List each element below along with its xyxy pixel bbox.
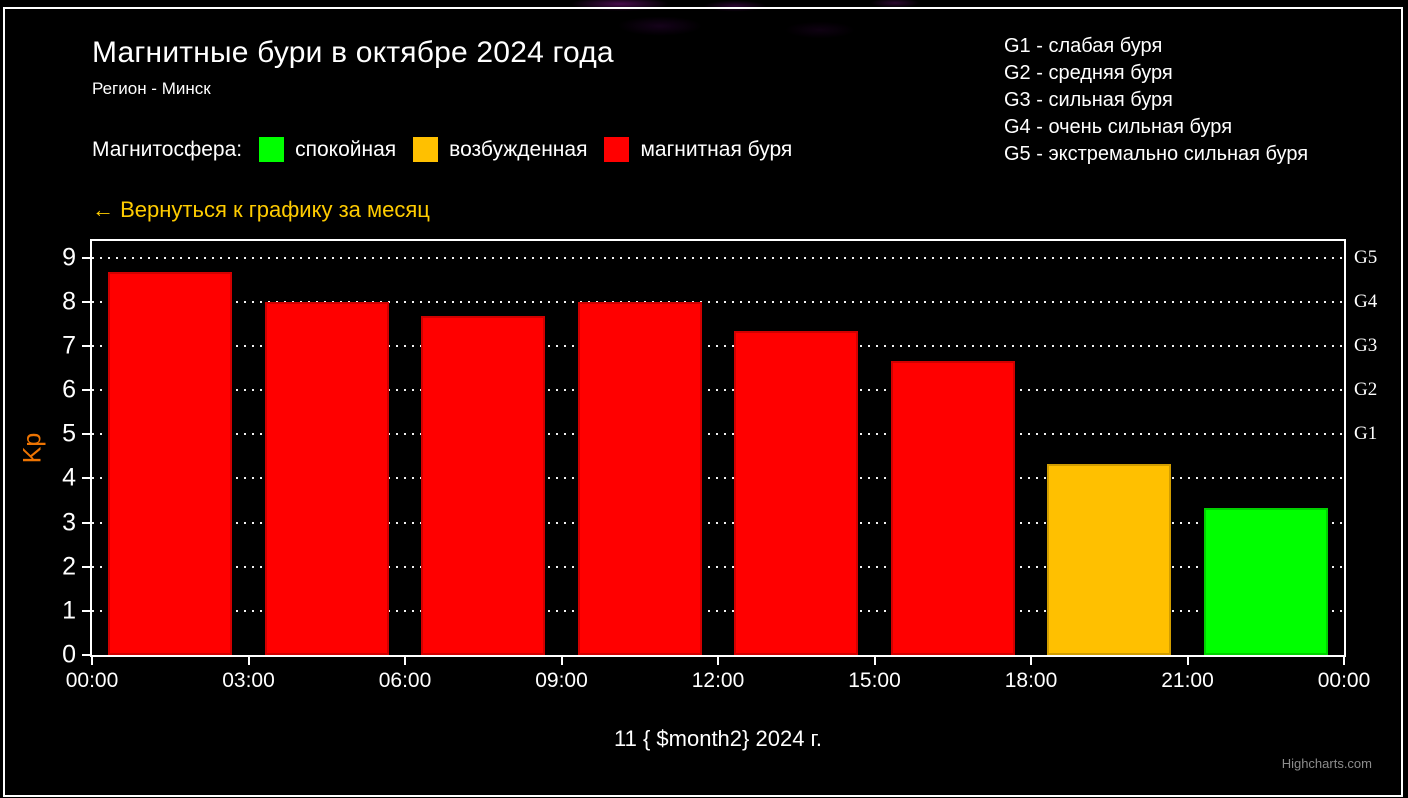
storm-scale-item: G1 - слабая буря (1004, 35, 1163, 57)
x-axis-label: 15:00 (848, 669, 901, 692)
y-axis-tick (82, 300, 90, 303)
y-axis-tick (82, 433, 90, 436)
highcharts-credits[interactable]: Highcharts.com (1281, 756, 1372, 771)
legend-item[interactable]: магнитная буря (604, 137, 792, 162)
x-axis-tick (404, 655, 406, 665)
back-to-month-link[interactable]: ← Вернуться к графику за месяц (92, 197, 430, 222)
right-axis-g-label: G2 (1354, 379, 1378, 401)
x-axis-label: 12:00 (691, 669, 745, 692)
kp-bar[interactable] (734, 331, 859, 655)
y-axis-tick (82, 477, 90, 480)
y-axis-tick (82, 565, 90, 568)
x-axis-tick (873, 655, 876, 665)
x-axis-tick (560, 655, 563, 665)
kp-bar[interactable] (421, 316, 546, 655)
y-axis-tick (82, 654, 90, 656)
x-axis-label: 03:00 (222, 669, 275, 692)
page-subtitle: Регион - Минск (92, 79, 211, 98)
right-axis-g-label: G4 (1354, 290, 1378, 312)
kp-bar[interactable] (1047, 463, 1172, 655)
legend-swatch-icon (413, 137, 439, 162)
x-axis-label: 00:00 (1317, 669, 1371, 692)
x-axis-tick (247, 655, 250, 665)
y-axis-label: 5 (62, 419, 76, 448)
x-axis-label: 21:00 (1161, 669, 1214, 692)
legend-item[interactable]: возбужденная (413, 137, 587, 162)
x-axis-label: 06:00 (378, 669, 432, 692)
x-axis-tick (717, 655, 719, 665)
kp-bar[interactable] (890, 360, 1015, 655)
x-axis-tick (1343, 655, 1345, 665)
y-axis-label: 8 (62, 287, 76, 316)
x-axis-tick (1186, 655, 1189, 665)
y-axis-label: 1 (62, 596, 76, 625)
y-axis-tick (82, 609, 90, 612)
y-axis-tick (82, 256, 90, 259)
storm-scale-item: G2 - средняя буря (1004, 62, 1173, 84)
storm-scale-list: G1 - слабая буря G2 - средняя буря G3 - си… (1004, 33, 1308, 168)
y-axis-tick (82, 389, 90, 392)
kp-bar[interactable] (1203, 508, 1328, 655)
y-axis-label: 6 (62, 375, 76, 404)
x-axis-label: 00:00 (65, 669, 119, 692)
legend-item-label: магнитная буря (640, 137, 793, 161)
x-axis-label: 09:00 (535, 669, 588, 692)
y-axis-tick (82, 345, 90, 348)
right-axis-g-label: G5 (1354, 246, 1378, 268)
page-title: Магнитные бури в октябре 2024 года (92, 36, 614, 69)
legend-item-label: спокойная (295, 137, 397, 161)
storm-scale-item: G5 - экстремально сильная буря (1004, 143, 1309, 165)
x-axis-title: 11 { $month2} 2024 г. (614, 726, 822, 751)
y-axis-title: Kp (18, 432, 47, 464)
storm-scale-item: G3 - сильная буря (1004, 89, 1173, 111)
y-axis-label: 3 (62, 508, 76, 537)
right-axis-g-label: G3 (1354, 335, 1378, 357)
legend-swatch-icon (259, 137, 285, 162)
legend-item[interactable]: спокойная (259, 137, 396, 162)
y-axis-label: 2 (62, 552, 76, 581)
x-axis-tick (1030, 655, 1032, 665)
y-axis-label: 9 (62, 243, 76, 272)
y-axis-label: 4 (62, 463, 76, 492)
y-axis-label: 7 (62, 331, 76, 360)
legend-swatch-icon (604, 137, 630, 162)
right-axis-g-label: G1 (1354, 423, 1378, 445)
kp-bar[interactable] (264, 301, 389, 655)
legend: Магнитосфера: спокойная возбужденная магни… (92, 137, 792, 162)
storm-scale-item: G4 - очень сильная буря (1004, 116, 1233, 138)
y-axis-label: 0 (62, 640, 76, 669)
y-gridline (92, 256, 1344, 259)
kp-bar[interactable] (577, 301, 702, 655)
x-axis-tick (91, 655, 93, 665)
legend-title: Магнитосфера: (92, 137, 243, 161)
kp-bar[interactable] (108, 272, 233, 655)
legend-item-label: возбужденная (449, 137, 588, 161)
y-axis-tick (82, 521, 90, 524)
x-axis-label: 18:00 (1004, 669, 1058, 692)
